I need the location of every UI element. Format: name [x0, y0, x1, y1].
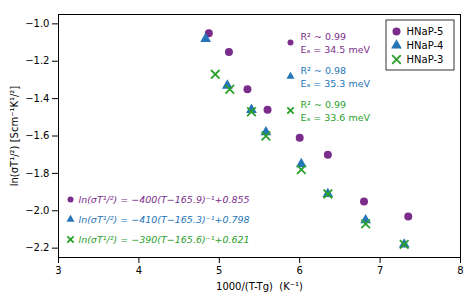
- svg-text:ln(σT¹/²) = −400(T−165.9)⁻¹+0.: ln(σT¹/²) = −400(T−165.9)⁻¹+0.855: [79, 194, 250, 205]
- svg-text:R² ~ 0.98Eₐ = 35.3 meV: R² ~ 0.98Eₐ = 35.3 meV: [301, 65, 371, 88]
- svg-text:7: 7: [377, 265, 383, 276]
- svg-text:ln(σT¹/²) = −390(T−165.6)⁻¹+0.: ln(σT¹/²) = −390(T−165.6)⁻¹+0.621: [79, 234, 250, 245]
- svg-text:R² ~ 0.99Eₐ = 34.5 meV: R² ~ 0.99Eₐ = 34.5 meV: [301, 31, 371, 54]
- svg-text:1000/(T-Tg) (K⁻¹): 1000/(T-Tg) (K⁻¹): [216, 281, 303, 292]
- svg-text:HNaP-5: HNaP-5: [407, 26, 444, 37]
- svg-text:8: 8: [457, 265, 463, 276]
- svg-text:5: 5: [216, 265, 222, 276]
- svg-text:ln(σT¹/²) [Scm⁻¹K¹/²]: ln(σT¹/²) [Scm⁻¹K¹/²]: [9, 86, 20, 187]
- svg-text:HNaP-4: HNaP-4: [407, 40, 444, 51]
- svg-text:−2.2: −2.2: [25, 242, 49, 253]
- svg-text:−1.6: −1.6: [25, 130, 49, 141]
- svg-text:4: 4: [136, 265, 142, 276]
- svg-text:−1.4: −1.4: [25, 93, 49, 104]
- svg-text:R² ~ 0.99Eₐ = 33.6 meV: R² ~ 0.99Eₐ = 33.6 meV: [301, 99, 371, 122]
- svg-text:6: 6: [297, 265, 303, 276]
- svg-text:−2.0: −2.0: [25, 205, 49, 216]
- svg-text:3: 3: [55, 265, 61, 276]
- svg-text:−1.2: −1.2: [25, 55, 49, 66]
- svg-text:HNaP-3: HNaP-3: [407, 54, 444, 65]
- svg-text:ln(σT¹/²) = −410(T−165.3)⁻¹+0.: ln(σT¹/²) = −410(T−165.3)⁻¹+0.798: [79, 214, 250, 225]
- svg-text:−1.8: −1.8: [25, 168, 49, 179]
- svg-text:−1.0: −1.0: [25, 18, 49, 29]
